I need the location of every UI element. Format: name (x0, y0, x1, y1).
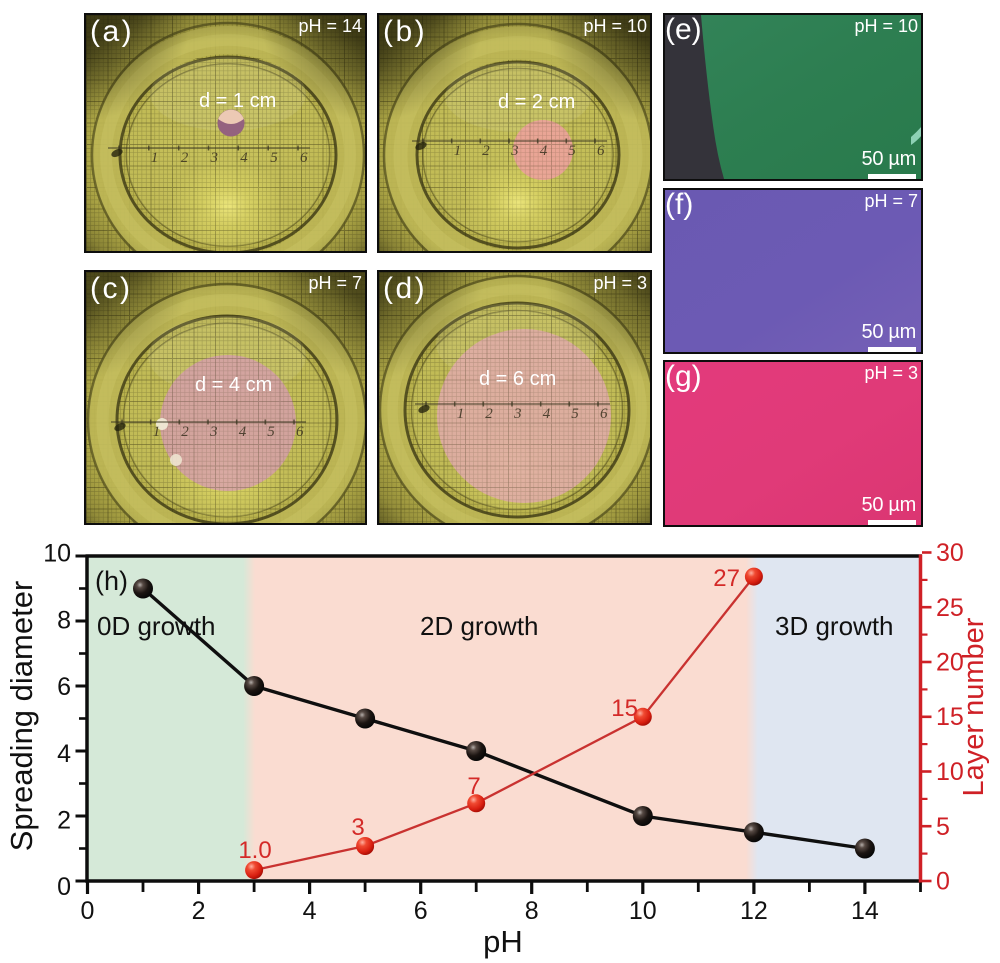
svg-text:2: 2 (181, 150, 189, 166)
svg-text:7: 7 (467, 773, 480, 800)
svg-text:2: 2 (482, 143, 490, 159)
svg-text:3: 3 (510, 143, 519, 159)
svg-text:1: 1 (454, 143, 462, 159)
svg-text:0: 0 (57, 873, 71, 901)
svg-text:30: 30 (936, 540, 964, 567)
svg-text:(h): (h) (95, 566, 128, 596)
svg-text:2: 2 (57, 807, 71, 835)
svg-text:6: 6 (414, 897, 428, 925)
svg-text:15: 15 (936, 703, 964, 731)
svg-text:6: 6 (296, 424, 304, 440)
svg-text:2: 2 (485, 406, 493, 422)
svg-text:12: 12 (740, 897, 768, 925)
svg-text:1: 1 (151, 150, 159, 166)
svg-text:20: 20 (936, 649, 964, 677)
svg-text:1: 1 (457, 406, 465, 422)
svg-text:4: 4 (303, 897, 317, 925)
svg-text:pH: pH (483, 924, 523, 959)
svg-text:15: 15 (611, 695, 638, 722)
svg-text:5: 5 (267, 424, 275, 440)
svg-text:4: 4 (543, 406, 551, 422)
svg-text:14: 14 (851, 897, 879, 925)
svg-text:10: 10 (936, 758, 964, 786)
svg-text:2D growth: 2D growth (420, 611, 539, 641)
svg-text:5: 5 (936, 813, 950, 841)
svg-text:0: 0 (81, 897, 95, 925)
svg-text:6: 6 (600, 406, 608, 422)
svg-text:3D growth: 3D growth (775, 611, 894, 641)
svg-text:3: 3 (351, 814, 364, 841)
svg-text:1.0: 1.0 (238, 837, 271, 864)
svg-text:5: 5 (568, 143, 576, 159)
svg-text:8: 8 (57, 606, 71, 634)
svg-text:4: 4 (239, 424, 247, 440)
svg-text:10: 10 (629, 897, 657, 925)
svg-text:4: 4 (240, 150, 248, 166)
svg-text:25: 25 (936, 594, 964, 622)
svg-text:6: 6 (300, 150, 308, 166)
svg-text:10: 10 (43, 540, 71, 568)
svg-text:5: 5 (270, 150, 278, 166)
svg-text:3: 3 (210, 150, 219, 166)
svg-text:6: 6 (597, 143, 605, 159)
svg-text:2: 2 (181, 424, 189, 440)
svg-text:Layer number: Layer number (958, 617, 990, 796)
svg-text:4: 4 (540, 143, 548, 159)
svg-text:6: 6 (57, 673, 71, 701)
svg-text:0: 0 (936, 868, 950, 896)
svg-text:3: 3 (513, 406, 522, 422)
svg-text:4: 4 (57, 740, 71, 768)
svg-text:27: 27 (713, 565, 740, 592)
svg-text:1: 1 (153, 424, 161, 440)
svg-text:8: 8 (525, 897, 539, 925)
svg-text:5: 5 (571, 406, 579, 422)
svg-text:3: 3 (209, 424, 218, 440)
svg-text:Spreading diameter: Spreading diameter (4, 581, 39, 852)
svg-text:2: 2 (192, 897, 206, 925)
